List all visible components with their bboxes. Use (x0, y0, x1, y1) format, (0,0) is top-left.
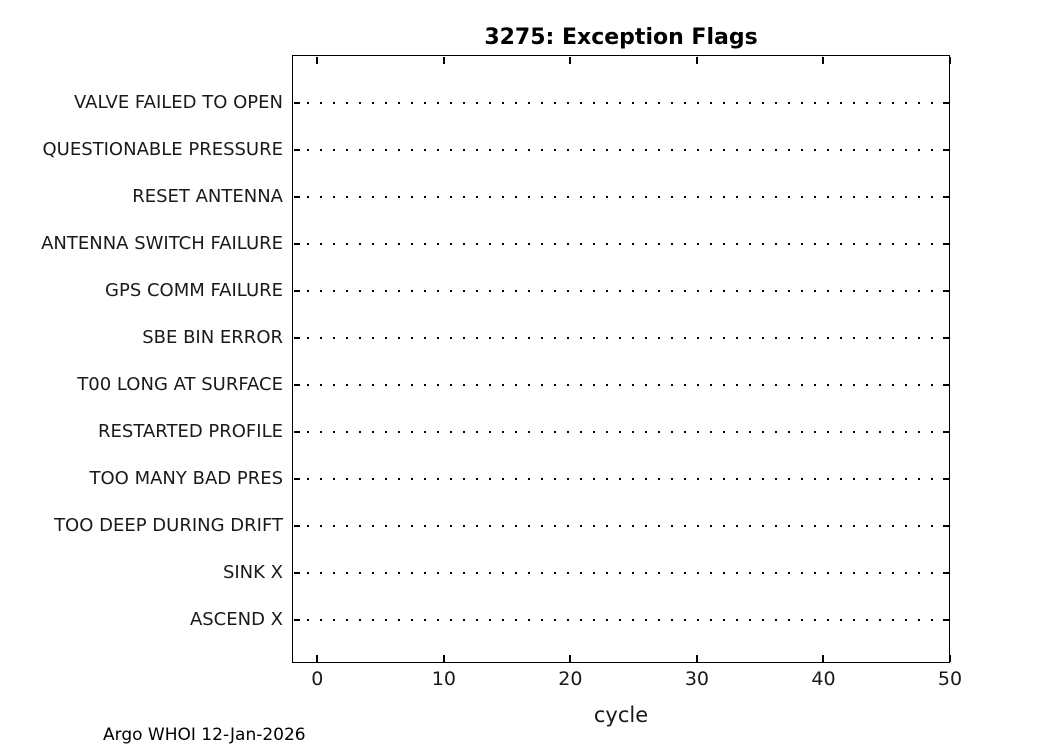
x-tick-mark-bottom (695, 654, 698, 662)
category-dotted-line (293, 149, 949, 151)
category-dotted-line (293, 196, 949, 198)
y-tick-mark-left (293, 619, 300, 621)
x-tick-label: 0 (311, 668, 324, 690)
y-tick-mark-right (942, 149, 949, 151)
category-dotted-line (293, 525, 949, 527)
x-tick-mark-bottom (442, 654, 445, 662)
x-tick-mark-top (949, 56, 951, 64)
y-tick-mark-left (293, 196, 300, 198)
x-tick-mark-bottom (316, 654, 319, 662)
x-axis-label: cycle (593, 703, 649, 727)
y-tick-label: TOO DEEP DURING DRIFT (54, 515, 283, 536)
y-tick-label: ASCEND X (189, 609, 283, 630)
category-dotted-line (293, 619, 949, 621)
y-tick-mark-right (942, 525, 949, 527)
category-dotted-line (293, 572, 949, 574)
category-dotted-line (293, 337, 949, 339)
y-tick-mark-left (293, 478, 300, 480)
x-tick-mark-bottom (822, 654, 825, 662)
x-tick-mark-top (442, 56, 445, 64)
x-tick-label: 50 (937, 668, 963, 690)
x-tick-label: 20 (558, 668, 583, 690)
x-tick-mark-top (822, 56, 825, 64)
y-tick-label: VALVE FAILED TO OPEN (74, 92, 283, 113)
category-dotted-line (293, 384, 949, 386)
y-tick-mark-right (942, 196, 949, 198)
y-tick-mark-left (293, 337, 300, 339)
y-tick-mark-right (942, 102, 949, 104)
footer-annotation: Argo WHOI 12-Jan-2026 (103, 725, 306, 745)
category-dotted-line (293, 243, 949, 245)
y-tick-mark-right (942, 619, 949, 621)
y-tick-mark-left (293, 431, 300, 433)
category-dotted-line (293, 102, 949, 104)
chart-title: 3275: Exception Flags (484, 25, 758, 50)
category-dotted-line (293, 478, 949, 480)
y-tick-mark-right (942, 337, 949, 339)
y-tick-label: QUESTIONABLE PRESSURE (42, 139, 283, 160)
y-tick-label: SBE BIN ERROR (142, 327, 283, 348)
x-tick-label: 40 (811, 668, 836, 690)
category-dotted-line (293, 431, 949, 433)
y-tick-mark-right (942, 243, 949, 245)
y-tick-label: RESTARTED PROFILE (98, 421, 283, 442)
y-tick-mark-right (942, 478, 949, 480)
y-tick-label: ANTENNA SWITCH FAILURE (41, 233, 283, 254)
y-tick-mark-left (293, 102, 300, 104)
y-tick-mark-left (293, 384, 300, 386)
category-dotted-line (293, 290, 949, 292)
x-tick-mark-top (695, 56, 698, 64)
y-tick-label: TOO MANY BAD PRES (89, 468, 283, 489)
x-tick-mark-top (569, 56, 572, 64)
y-tick-mark-left (293, 243, 300, 245)
y-tick-mark-left (293, 525, 300, 527)
plot-area (292, 55, 950, 663)
x-tick-mark-bottom (569, 654, 572, 662)
y-tick-mark-right (942, 572, 949, 574)
y-tick-mark-left (293, 572, 300, 574)
y-tick-mark-left (293, 149, 300, 151)
y-tick-label: SINK X (222, 562, 283, 583)
y-tick-mark-right (942, 384, 949, 386)
y-tick-label: RESET ANTENNA (132, 186, 283, 207)
x-tick-mark-top (316, 56, 319, 64)
y-tick-mark-right (942, 290, 949, 292)
x-tick-label: 30 (684, 668, 710, 690)
y-tick-label: GPS COMM FAILURE (105, 280, 283, 301)
y-tick-label: T00 LONG AT SURFACE (77, 374, 283, 395)
x-tick-mark-bottom (949, 654, 951, 662)
x-tick-label: 10 (431, 668, 456, 690)
y-tick-mark-right (942, 431, 949, 433)
y-tick-mark-left (293, 290, 300, 292)
